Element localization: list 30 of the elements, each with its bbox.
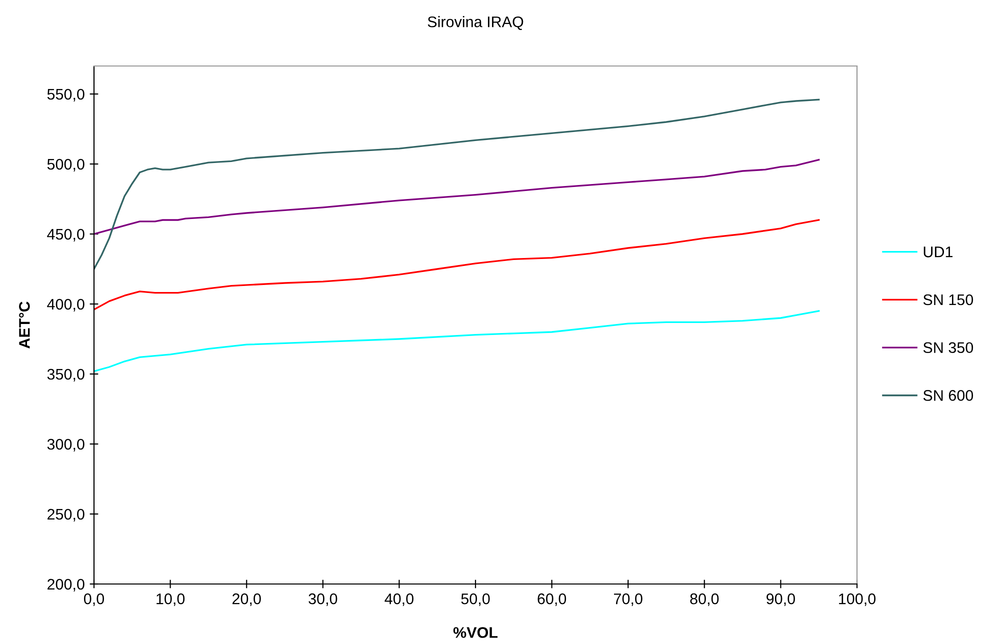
y-tick-label: 500,0 bbox=[47, 158, 84, 172]
line-series bbox=[94, 158, 820, 235]
x-tick-label: 60,0 bbox=[538, 593, 566, 606]
y-tick-label: 250,0 bbox=[48, 508, 84, 522]
legend-label: SN 600 bbox=[923, 390, 974, 401]
y-tick-label: 350,0 bbox=[47, 368, 84, 382]
x-tick-label: 70,0 bbox=[614, 593, 642, 606]
x-tick-label: 0,0 bbox=[84, 593, 104, 606]
line-series bbox=[94, 219, 820, 310]
y-tick-label: 300,0 bbox=[47, 438, 84, 452]
x-tick-label: 90,0 bbox=[766, 593, 795, 606]
x-axis-title: %VOL bbox=[453, 627, 498, 638]
line-series bbox=[94, 310, 820, 372]
x-tick-label: 100,0 bbox=[839, 593, 876, 606]
chart-title: Sirovina IRAQ bbox=[428, 16, 524, 30]
y-tick-label: 200,0 bbox=[48, 578, 84, 592]
x-tick-label: 20,0 bbox=[232, 593, 261, 606]
y-axis-title: AET°C bbox=[19, 302, 30, 348]
y-tick-label: 450,0 bbox=[47, 228, 84, 242]
x-tick-label: 10,0 bbox=[156, 593, 185, 606]
legend-label: SN 350 bbox=[923, 342, 974, 354]
y-tick-label: 400,0 bbox=[47, 298, 84, 312]
line-series bbox=[94, 98, 820, 270]
x-tick-label: 50,0 bbox=[461, 593, 490, 606]
x-tick-label: 40,0 bbox=[384, 593, 414, 606]
x-tick-label: 30,0 bbox=[308, 593, 338, 606]
legend-label: UD1 bbox=[924, 246, 952, 258]
y-tick-label: 550,0 bbox=[47, 88, 84, 102]
legend-label: SN 150 bbox=[923, 294, 974, 306]
x-tick-label: 80,0 bbox=[690, 593, 719, 606]
